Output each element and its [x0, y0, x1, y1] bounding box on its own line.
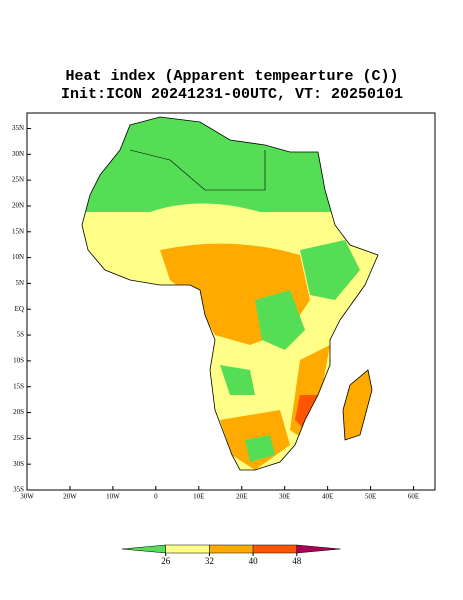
colorbar-arrow: [121, 544, 166, 554]
colorbar-tick-label: 32: [205, 556, 214, 566]
x-tick-label: 20E: [236, 493, 247, 501]
title-line: Init:ICON 20241231-00UTC, VT: 20250101: [61, 86, 403, 103]
y-tick-label: 5N: [15, 279, 24, 287]
x-tick-label: 50E: [365, 493, 376, 501]
x-tick-label: 40E: [322, 493, 333, 501]
y-tick-label: 10N: [12, 253, 24, 261]
y-tick-label: 10S: [13, 356, 24, 364]
colorbar-tick-label: 26: [161, 556, 171, 566]
y-tick-label: 20S: [13, 408, 24, 416]
colorbar: 26 32 40 48: [121, 544, 341, 566]
y-tick-label: 20N: [12, 202, 24, 210]
x-tick-label: 60E: [408, 493, 419, 501]
borders: [129, 149, 266, 191]
colorbar-arrow: [296, 544, 341, 554]
x-tick-label: 10E: [193, 493, 204, 501]
title-line: Heat index (Apparent tempearture (C)): [65, 68, 398, 85]
colorbar-segment: [252, 544, 298, 554]
y-tick-label: 15S: [13, 382, 24, 390]
y-tick-label: 25S: [13, 434, 24, 442]
y-tick-label: 15N: [12, 227, 24, 235]
colorbar-tick-label: 40: [249, 556, 259, 566]
y-tick-label: 35N: [12, 124, 24, 132]
colorbar-segment: [165, 544, 210, 554]
coastline: [81, 116, 379, 471]
y-tick-label: 30N: [12, 150, 24, 158]
x-tick-label: 20W: [63, 493, 77, 501]
madagascar: [342, 369, 373, 441]
x-tick-label: 0: [154, 493, 158, 501]
y-tick-label: 35S: [13, 486, 24, 494]
africa-field: [82, 117, 378, 470]
y-tick-label: 5S: [17, 331, 25, 339]
x-tick-label: 30E: [279, 493, 290, 501]
x-tick-label: 30W: [20, 493, 34, 501]
y-tick-label: 30S: [13, 460, 24, 468]
axes: 30W 20W 10W 0 10E 20E 30E 40E 50E 60E 35N 30N 25N 20N…: [12, 124, 419, 501]
colorbar-segment: [209, 544, 254, 554]
colorbar-tick-label: 48: [292, 556, 302, 566]
y-tick-label: EQ: [15, 305, 24, 313]
y-tick-label: 25N: [12, 176, 24, 184]
x-tick-label: 10W: [106, 493, 120, 501]
map-frame: [26, 112, 436, 491]
